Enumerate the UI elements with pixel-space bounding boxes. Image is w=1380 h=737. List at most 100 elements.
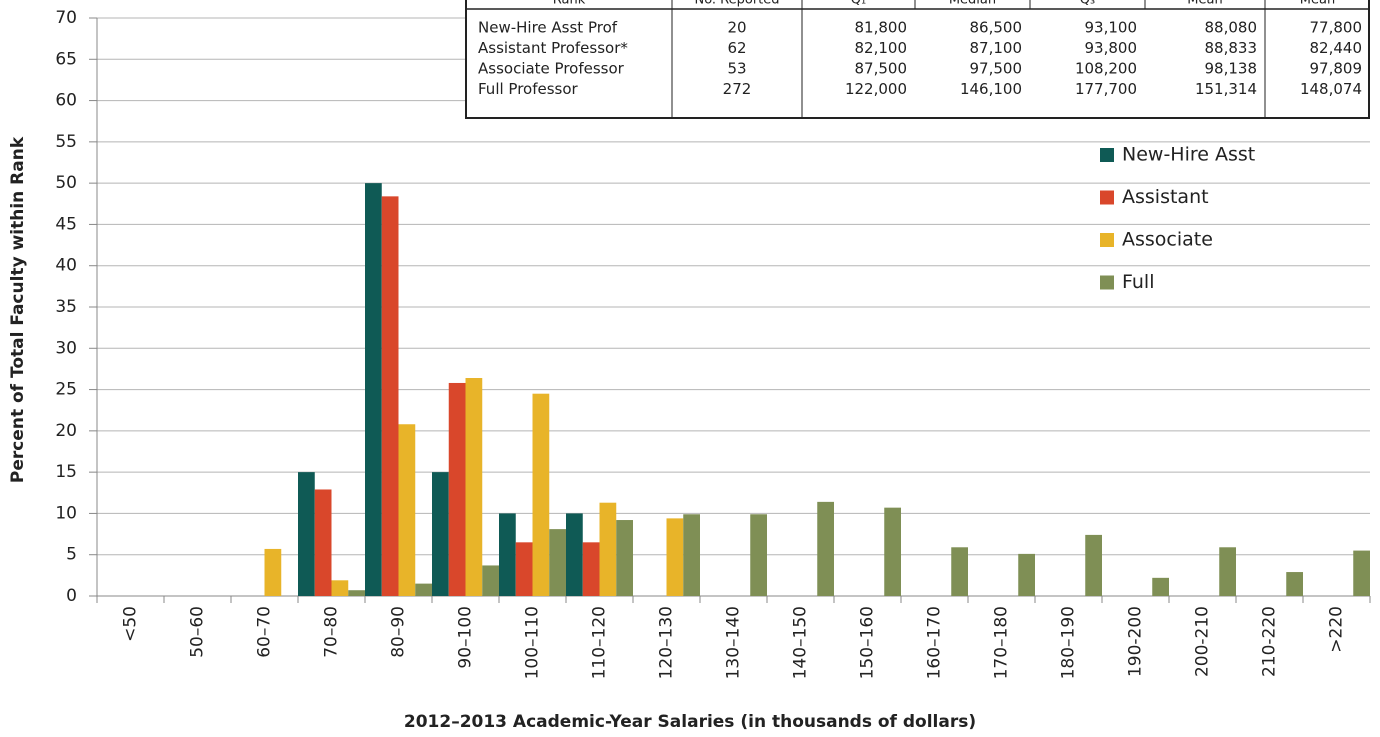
table-cell: 97,809 [1310,60,1363,78]
x-tick-label: 210-220 [1260,606,1280,677]
y-tick-label: 25 [55,380,77,400]
table-cell: Associate Professor [478,60,625,78]
x-tick-label: 170–180 [992,606,1012,679]
table-header: Median [949,0,996,8]
bar [1286,572,1303,596]
y-tick-label: 50 [55,173,77,193]
bar [331,580,349,596]
table-cell: 88,833 [1205,39,1258,57]
table-header: Mean [1300,0,1335,8]
table-cell: 93,800 [1085,39,1138,57]
table-header: Rank [553,0,586,8]
y-tick-label: 70 [55,8,77,28]
bar [616,520,633,596]
table-cell: 122,000 [845,80,907,98]
x-tick-label: 160–170 [925,606,945,679]
x-tick-label: 100–110 [523,606,543,679]
legend-swatch [1100,148,1114,162]
bar [264,548,282,596]
legend-swatch [1100,275,1114,290]
y-tick-label: 40 [55,256,77,276]
table-cell: 82,440 [1310,39,1363,57]
table-cell: 53 [727,60,746,78]
bar [432,472,449,596]
bar [549,529,566,596]
bar [365,183,382,596]
table-cell: 20 [727,19,746,37]
x-tick-label: 50–60 [188,606,208,658]
x-tick-label: 130–140 [724,606,744,679]
bar [298,472,315,596]
bar [314,489,332,596]
table-header: No. Reported [694,0,779,8]
bar [566,513,583,596]
x-tick-label: 200-210 [1193,606,1213,677]
bar [750,514,767,596]
bar [448,382,466,596]
legend-label: Full [1122,271,1155,293]
table-cell: 88,080 [1205,19,1258,37]
x-tick-label: 90–100 [456,606,476,669]
x-tick-label: >220 [1327,606,1347,653]
y-tick-label: 45 [55,214,77,234]
table-box [465,0,1370,119]
x-tick-label: 60–70 [255,606,275,658]
legend-label: Associate [1122,229,1213,251]
x-tick-label: 150–160 [858,606,878,679]
bar [381,196,399,596]
bar [817,501,834,596]
x-axis-title: 2012–2013 Academic-Year Salaries (in tho… [404,712,976,732]
y-tick-label: 65 [55,49,77,69]
bar [398,424,416,596]
bar [515,542,533,596]
table-header: Q₃ [1080,0,1095,8]
bar [415,583,432,596]
y-tick-label: 15 [55,462,77,482]
y-tick-label: 60 [55,91,77,111]
x-tick-label: 70–80 [322,606,342,658]
x-tick-label: <50 [121,606,141,642]
y-tick-label: 55 [55,132,77,152]
table-cell: 93,100 [1085,19,1138,37]
table-cell: 177,700 [1075,80,1137,98]
bar [499,513,516,596]
y-tick-label: 10 [55,503,77,523]
bar [1219,547,1236,596]
table-cell: 97,500 [970,60,1023,78]
x-tick-label: 180–190 [1059,606,1079,679]
y-axis-title: Percent of Total Faculty within Rank [8,136,28,483]
bar [348,590,365,596]
legend-label: Assistant [1122,186,1209,208]
table-cell: Assistant Professor* [478,39,628,57]
x-tick-label: 110–120 [590,606,610,679]
y-tick-label: 20 [55,421,77,441]
table-cell: 77,800 [1310,19,1363,37]
summary-table: Rank No. Reported Q₁ Median Q₃ Mean Mean New-Hi… [465,0,1370,119]
x-tick-label: 190-200 [1126,606,1146,677]
table-cell: 86,500 [970,19,1023,37]
y-tick-label: 30 [55,338,77,358]
y-tick-label: 35 [55,297,77,317]
legend-swatch [1100,190,1114,205]
bar [951,547,968,596]
table-cell: 148,074 [1300,80,1362,98]
table-cell: New-Hire Asst Prof [478,19,618,37]
bar [1085,534,1102,596]
table-cell: 62 [727,39,746,57]
legend-swatch [1100,233,1114,247]
x-tick-label: 80–90 [389,606,409,658]
bar [884,507,901,596]
y-tick-label: 0 [66,586,77,606]
table-cell: 82,100 [855,39,908,57]
bar [1152,577,1169,596]
x-tick-label: 140–150 [791,606,811,679]
bar [582,542,600,596]
table-cell: 146,100 [960,80,1022,98]
table-cell: 108,200 [1075,60,1137,78]
table-cell: 272 [723,80,752,98]
y-tick-label: 5 [66,545,77,565]
bar [599,502,617,596]
bar [666,518,684,596]
